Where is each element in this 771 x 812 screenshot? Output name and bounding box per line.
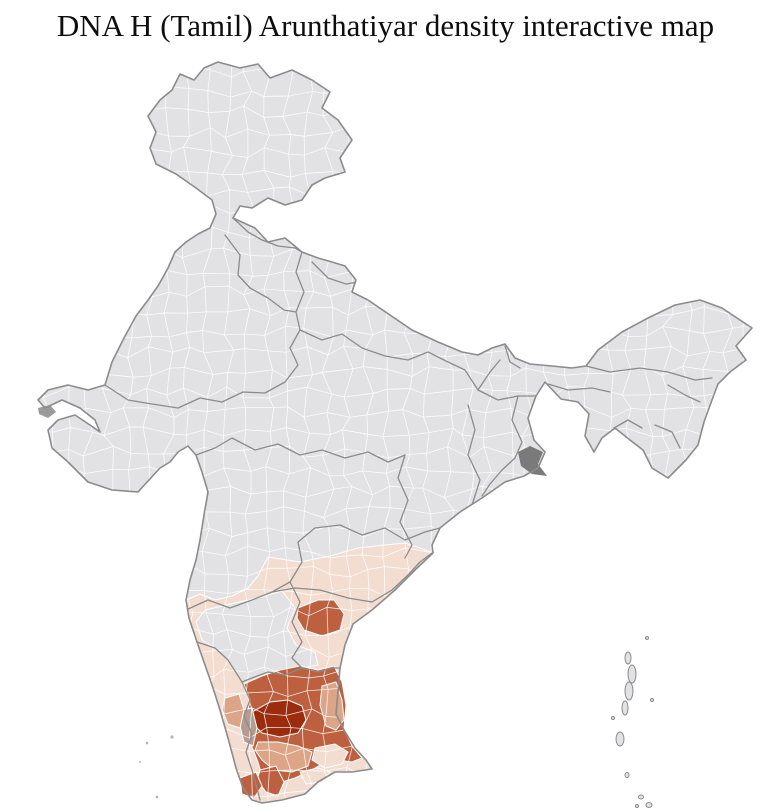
kutch-marsh-patch [38, 405, 56, 418]
district-region-tn-se-pink-1[interactable] [311, 743, 349, 769]
district-region-kerala-salmon[interactable] [221, 693, 245, 729]
andaman-nicobar-islands[interactable] [611, 636, 654, 808]
page-title: DNA H (Tamil) Arunthatiyar density inter… [56, 8, 715, 43]
lakshadweep-islands[interactable] [139, 735, 174, 799]
india-landmass [38, 62, 752, 803]
sundarbans-delta-patch [518, 446, 547, 476]
india-outline [37, 61, 753, 804]
district-region-guntur[interactable] [296, 599, 345, 637]
